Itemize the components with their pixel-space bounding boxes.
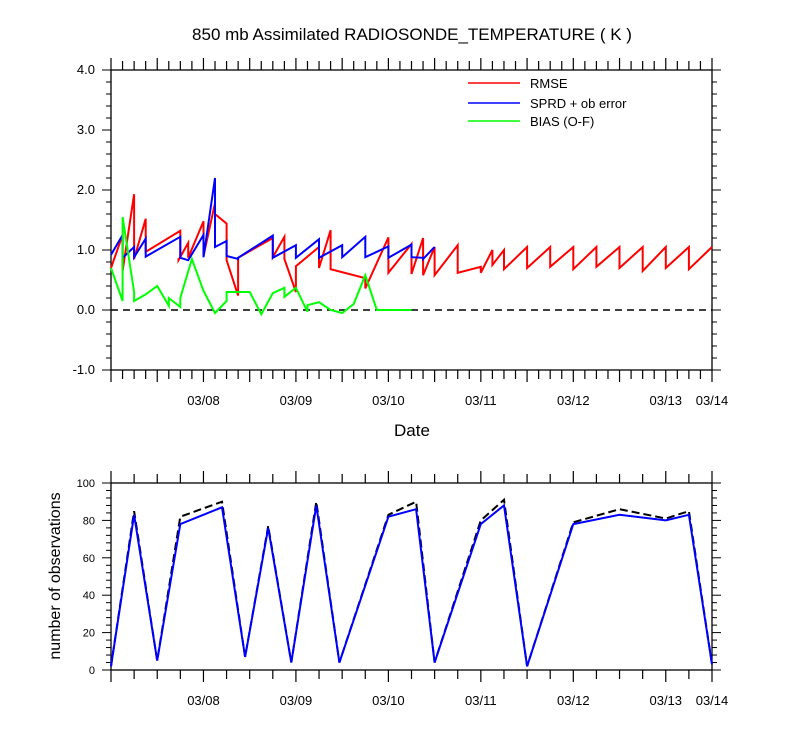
- y-axis-label: number of observations: [47, 492, 64, 659]
- y-tick-label: -1.0: [73, 362, 95, 377]
- bottom-series-group: [110, 497, 713, 667]
- series-line-assimilated: [110, 503, 713, 667]
- x-tick-label: 03/14: [696, 693, 729, 708]
- x-tick-label: 03/12: [557, 693, 590, 708]
- chart-title: 850 mb Assimilated RADIOSONDE_TEMPERATUR…: [192, 25, 632, 44]
- series-line-rmse: [110, 194, 713, 296]
- y-tick-label: 3.0: [77, 122, 95, 137]
- legend-label-sprd: SPRD + ob error: [530, 96, 627, 111]
- series-line-sprd-ob-error: [110, 177, 436, 262]
- x-tick-label: 03/08: [187, 693, 220, 708]
- y-tick-label: 20: [83, 628, 95, 640]
- y-tick-label: 2.0: [77, 182, 95, 197]
- y-tick-label: 1.0: [77, 242, 95, 257]
- x-tick-label: 03/11: [465, 693, 497, 708]
- top-series-group: [110, 177, 713, 317]
- y-tick-label: 4.0: [77, 62, 95, 77]
- x-tick-label: 03/13: [649, 693, 682, 708]
- x-tick-label: 03/14: [696, 393, 729, 408]
- x-tick-label: 03/10: [372, 393, 405, 408]
- x-tick-label: 03/09: [280, 693, 313, 708]
- x-tick-label: 03/10: [372, 693, 405, 708]
- top-chart: -1.0 0.0 1.0 2.0 3.0 4.0 03/08 03/09 03/10 03/11 0…: [73, 58, 729, 408]
- x-tick-label: 03/11: [465, 393, 497, 408]
- bottom-chart: 0 20 40 60 80 100 03/08 03/09 03/10 03/11 03/12 03/…: [77, 471, 729, 708]
- x-tick-label: 03/09: [280, 393, 313, 408]
- x-tick-label: 03/13: [649, 393, 682, 408]
- y-tick-label: 80: [83, 515, 95, 527]
- y-tick-label: 60: [83, 553, 95, 565]
- legend-label-rmse: RMSE: [530, 76, 568, 91]
- legend-label-bias: BIAS (O-F): [530, 114, 594, 129]
- y-tick-label: 40: [83, 590, 95, 602]
- x-tick-label: 03/12: [557, 393, 590, 408]
- top-plot-frame: [110, 69, 713, 371]
- series-line-possible: [110, 497, 713, 667]
- x-tick-label: 03/08: [187, 393, 220, 408]
- y-tick-label: 100: [77, 478, 95, 490]
- y-tick-label: 0.0: [77, 302, 95, 317]
- top-axis-ticks: -1.0 0.0 1.0 2.0 3.0 4.0 03/08 03/09 03/10 03/11 0…: [73, 58, 729, 408]
- x-axis-label: Date: [394, 421, 430, 440]
- legend: RMSE SPRD + ob error BIAS (O-F): [468, 76, 627, 129]
- series-line-bias-o-f: [110, 216, 412, 317]
- y-tick-label: 0: [89, 665, 95, 677]
- bottom-axis-ticks: 0 20 40 60 80 100 03/08 03/09 03/10 03/11 03/12 03/…: [77, 471, 729, 708]
